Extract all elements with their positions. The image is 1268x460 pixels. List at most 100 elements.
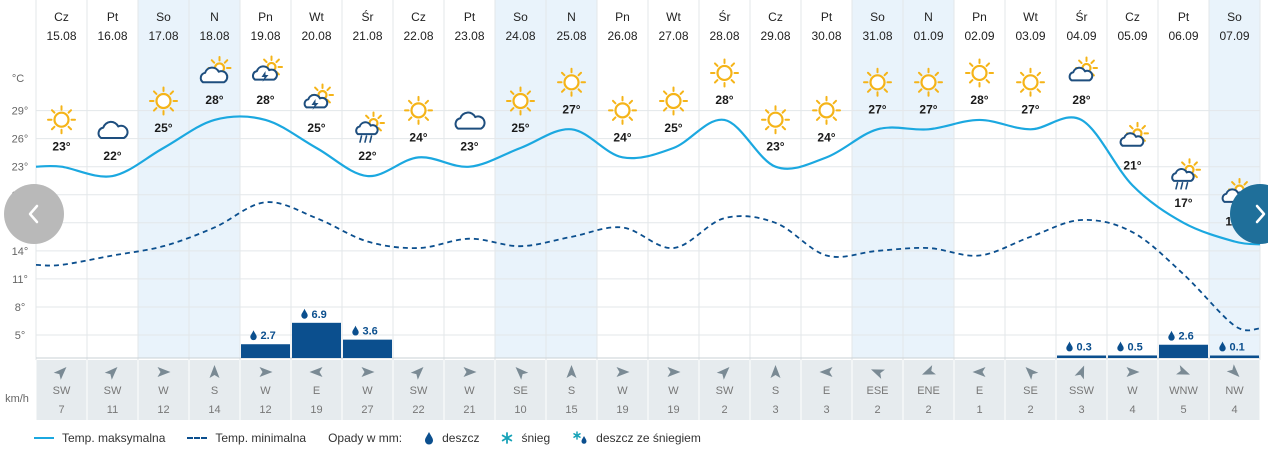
wind-direction: W <box>617 385 628 397</box>
sun-ray <box>50 125 56 131</box>
precip-bar <box>1057 355 1106 358</box>
legend-max-label: Temp. maksymalna <box>62 431 166 445</box>
day-date: 06.09 <box>1168 29 1198 43</box>
sun-icon <box>1016 67 1045 97</box>
wind-arrow-icon <box>104 367 118 380</box>
wind-direction: SSW <box>1069 385 1095 397</box>
day-date: 30.08 <box>811 29 841 43</box>
wind-speed: 2 <box>721 404 727 416</box>
sun-ray <box>152 107 158 112</box>
wind-arrow-icon <box>309 367 323 377</box>
rain-snow-icon <box>573 431 587 444</box>
day-name: Cz <box>1125 10 1140 24</box>
day-name: Śr <box>362 9 374 24</box>
max-temp-label: 28° <box>256 93 274 107</box>
max-temp-label: 28° <box>715 93 733 107</box>
wind-direction: ESE <box>866 385 888 397</box>
raindrop-icon <box>425 432 434 445</box>
wind-arrow-icon <box>1226 364 1240 377</box>
wind-speed: 15 <box>565 404 577 416</box>
wind-direction: NW <box>1225 385 1244 397</box>
y-tick-label: 11° <box>12 274 28 286</box>
sun-ray <box>883 71 889 77</box>
day-date: 25.08 <box>556 29 586 43</box>
precip-bar <box>1210 355 1259 358</box>
wind-speed: 3 <box>1078 404 1084 416</box>
wind-speed: 19 <box>616 404 628 416</box>
sun-ray <box>169 107 175 112</box>
wind-arrow-icon <box>1126 367 1140 377</box>
day-name: Cz <box>411 10 426 24</box>
chevron-left-icon[interactable] <box>4 184 64 244</box>
wind-direction: WNW <box>1169 385 1198 397</box>
sun-icon <box>404 95 433 125</box>
wind-arrow-shape <box>922 365 936 375</box>
sun-icon <box>914 67 943 97</box>
max-temp-label: 25° <box>307 121 325 135</box>
raindrop-icon <box>352 325 359 336</box>
max-temp-label: 24° <box>613 130 631 144</box>
sun-ray <box>764 125 770 131</box>
sun-cloud-icon <box>1068 56 1098 82</box>
wind-arrow-icon <box>1176 365 1190 375</box>
wind-speed: 19 <box>310 404 322 416</box>
sun-ray <box>662 107 668 112</box>
precip-value: 0.3 <box>1077 342 1092 354</box>
legend-rain: deszcz <box>424 431 479 445</box>
precip-label: 2.7 <box>250 330 276 342</box>
wind-arrow-shape <box>667 367 681 377</box>
day-name: So <box>870 10 885 24</box>
wind-arrow-shape <box>770 365 781 378</box>
wind-arrow-icon <box>566 365 577 378</box>
max-temp-label: 17° <box>1174 196 1192 210</box>
sun-disc <box>971 64 988 82</box>
wind-speed: 27 <box>361 404 373 416</box>
wind-arrow-icon <box>1025 367 1039 380</box>
wind-arrow-icon <box>667 367 681 377</box>
wind-arrow-shape <box>515 367 529 380</box>
wind-arrow-shape <box>616 367 630 377</box>
day-date: 02.09 <box>964 29 994 43</box>
day-date: 27.08 <box>658 29 688 43</box>
cloud-icon <box>454 111 486 130</box>
max-temp-label: 22° <box>103 149 121 163</box>
day-date: 05.09 <box>1117 29 1147 43</box>
wind-arrow-icon <box>463 367 477 377</box>
cloud-shape <box>303 93 329 109</box>
cloud-shape <box>1171 168 1195 182</box>
y-tick-label: 14° <box>12 246 29 258</box>
sun-ray <box>424 99 430 105</box>
precip-value: 0.1 <box>1230 342 1245 354</box>
wind-direction: SE <box>1023 385 1038 397</box>
sun-ray <box>275 58 280 64</box>
y-tick-label: 5° <box>15 330 26 342</box>
sun-disc <box>716 64 733 82</box>
raindrop-icon <box>301 308 308 319</box>
sun-ray <box>50 109 56 114</box>
wind-speed: 21 <box>463 404 475 416</box>
wind-direction: E <box>823 385 830 397</box>
precip-bar <box>1108 355 1157 358</box>
day-name: So <box>156 10 171 24</box>
sun-ray <box>1141 124 1146 130</box>
wind-speed: 4 <box>1231 404 1237 416</box>
legend-snow-label: śnieg <box>521 431 551 445</box>
raindrop-icon <box>1066 341 1073 352</box>
raindrop-icon <box>1117 341 1124 352</box>
sun-ray <box>509 107 515 112</box>
day-name: Wt <box>1023 10 1038 24</box>
sun-ray <box>577 71 583 77</box>
precip-label: 0.3 <box>1066 341 1092 354</box>
wind-arrow-icon <box>871 369 885 379</box>
wind-direction: W <box>158 385 169 397</box>
day-name: Pt <box>1178 10 1190 24</box>
max-temp-label: 24° <box>409 130 427 144</box>
wind-arrow-icon <box>922 365 936 375</box>
precip-bar <box>1159 344 1208 358</box>
sun-ray <box>169 90 175 95</box>
sun-ray <box>326 86 331 92</box>
wind-direction: W <box>668 385 679 397</box>
sun-ray <box>326 98 331 104</box>
cloud-shape <box>1068 66 1094 82</box>
sun-disc <box>155 92 172 110</box>
